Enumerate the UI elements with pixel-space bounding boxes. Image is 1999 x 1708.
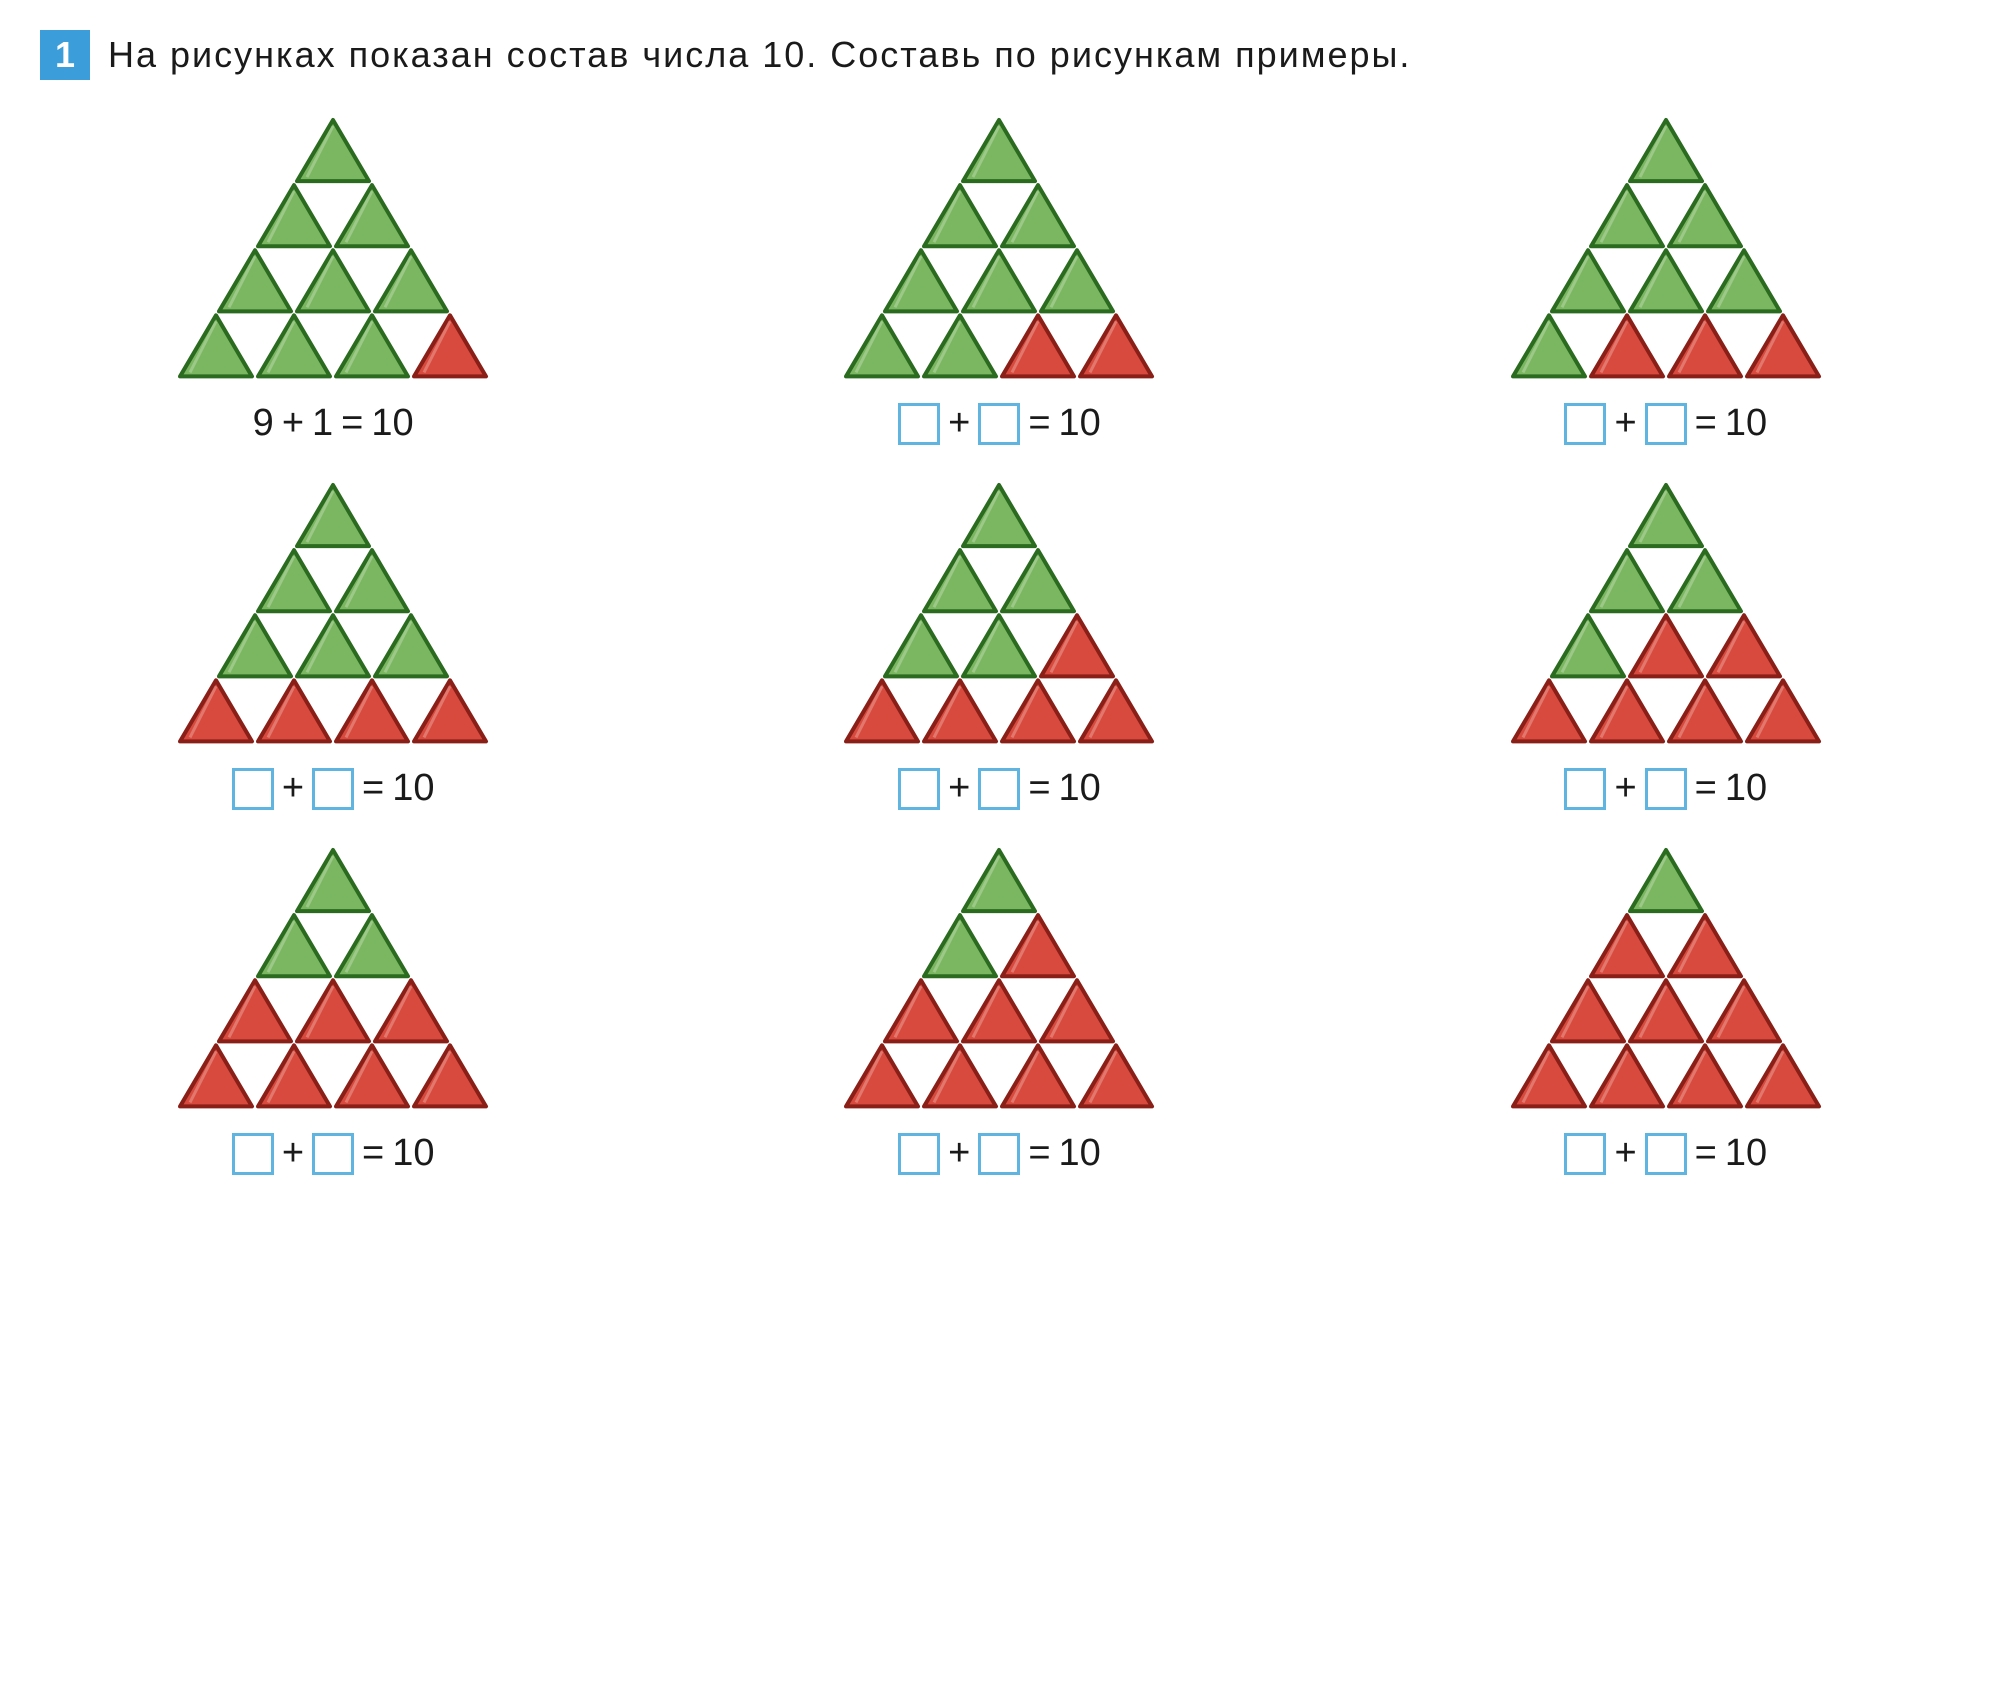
triangle-pyramid xyxy=(1496,110,1836,390)
triangle-pyramid xyxy=(829,475,1169,755)
result: 10 xyxy=(1059,1132,1101,1175)
plus-sign: + xyxy=(948,767,970,810)
answer-box-a[interactable] xyxy=(1564,768,1606,810)
equals-sign: = xyxy=(341,402,363,445)
equation: 9+1=10 xyxy=(253,402,414,445)
triangle-pyramid xyxy=(1496,840,1836,1120)
equation: + =10 xyxy=(232,767,435,810)
answer-box-a[interactable] xyxy=(898,768,940,810)
answer-box-b[interactable] xyxy=(1645,768,1687,810)
answer-box-a[interactable] xyxy=(898,1133,940,1175)
answer-box-a[interactable] xyxy=(1564,1133,1606,1175)
plus-sign: + xyxy=(282,402,304,445)
result: 10 xyxy=(1725,1132,1767,1175)
pyramid-block: + =10 xyxy=(1496,840,1836,1175)
plus-sign: + xyxy=(948,402,970,445)
triangle-pyramid xyxy=(829,840,1169,1120)
problem-text: На рисунках показан состав числа 10. Сос… xyxy=(108,30,1411,80)
pyramid-block: 9+1=10 xyxy=(163,110,503,445)
equation: + =10 xyxy=(1564,1132,1767,1175)
equation: + =10 xyxy=(232,1132,435,1175)
answer-box-a[interactable] xyxy=(1564,403,1606,445)
equals-sign: = xyxy=(1695,402,1717,445)
result: 10 xyxy=(1059,402,1101,445)
answer-box-b[interactable] xyxy=(978,768,1020,810)
result: 10 xyxy=(371,402,413,445)
pyramid-block: + =10 xyxy=(829,475,1169,810)
answer-box-b[interactable] xyxy=(312,768,354,810)
triangle-pyramid xyxy=(829,110,1169,390)
pyramid-block: + =10 xyxy=(1496,475,1836,810)
equals-sign: = xyxy=(1695,767,1717,810)
pyramid-block: + =10 xyxy=(1496,110,1836,445)
pyramid-block: + =10 xyxy=(163,840,503,1175)
equation: + =10 xyxy=(898,402,1101,445)
plus-sign: + xyxy=(282,1132,304,1175)
answer-box-b[interactable] xyxy=(978,1133,1020,1175)
equation: + =10 xyxy=(1564,767,1767,810)
equals-sign: = xyxy=(1028,402,1050,445)
answer-box-b[interactable] xyxy=(1645,1133,1687,1175)
result: 10 xyxy=(1725,767,1767,810)
equals-sign: = xyxy=(1028,1132,1050,1175)
equals-sign: = xyxy=(1695,1132,1717,1175)
pyramid-grid: 9+1=10+=10+=10+=10+=10+=10+=10+=10+=10 xyxy=(40,110,1959,1175)
triangle-pyramid xyxy=(163,840,503,1120)
equation: + =10 xyxy=(1564,402,1767,445)
result: 10 xyxy=(1725,402,1767,445)
equation: + =10 xyxy=(898,1132,1101,1175)
answer-box-b[interactable] xyxy=(978,403,1020,445)
result: 10 xyxy=(1059,767,1101,810)
equals-sign: = xyxy=(1028,767,1050,810)
plus-sign: + xyxy=(282,767,304,810)
answer-box-a[interactable] xyxy=(232,768,274,810)
pyramid-block: + =10 xyxy=(829,110,1169,445)
triangle-pyramid xyxy=(163,110,503,390)
answer-box-a[interactable] xyxy=(898,403,940,445)
equals-sign: = xyxy=(362,767,384,810)
result: 10 xyxy=(392,767,434,810)
triangle-pyramid xyxy=(163,475,503,755)
plus-sign: + xyxy=(1614,1132,1636,1175)
problem-number-badge: 1 xyxy=(40,30,90,80)
operand-b: 1 xyxy=(312,402,333,445)
answer-box-b[interactable] xyxy=(1645,403,1687,445)
triangle-pyramid xyxy=(1496,475,1836,755)
pyramid-block: + =10 xyxy=(829,840,1169,1175)
plus-sign: + xyxy=(1614,767,1636,810)
plus-sign: + xyxy=(1614,402,1636,445)
pyramid-block: + =10 xyxy=(163,475,503,810)
answer-box-b[interactable] xyxy=(312,1133,354,1175)
problem-header: 1 На рисунках показан состав числа 10. С… xyxy=(40,30,1959,80)
operand-a: 9 xyxy=(253,402,274,445)
answer-box-a[interactable] xyxy=(232,1133,274,1175)
plus-sign: + xyxy=(948,1132,970,1175)
equation: + =10 xyxy=(898,767,1101,810)
equals-sign: = xyxy=(362,1132,384,1175)
result: 10 xyxy=(392,1132,434,1175)
